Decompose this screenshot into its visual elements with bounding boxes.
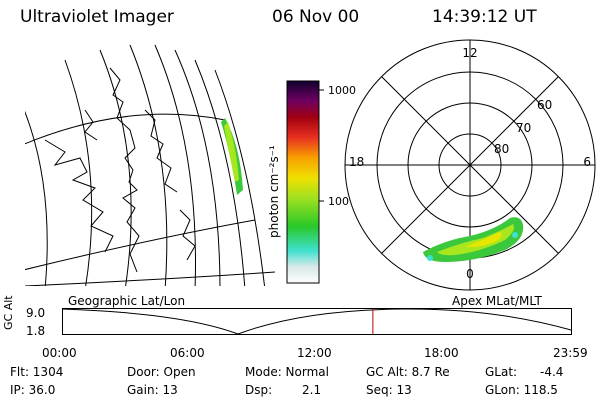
- gain-value: Gain: 13: [127, 383, 178, 397]
- mode-value: Mode: Normal: [245, 365, 329, 379]
- geographic-map: [25, 44, 275, 286]
- glat-value: -4.4: [540, 365, 564, 379]
- altitude-ytick-top: 9.0: [26, 306, 46, 320]
- mlt-label-6: 6: [583, 155, 591, 169]
- altitude-ytick-bottom: 1.8: [26, 324, 46, 338]
- lat-label-70: 70: [516, 121, 531, 135]
- auroral-emission: [423, 217, 524, 262]
- colorbar-tick-1000: 1000: [328, 84, 356, 97]
- gc-altitude: GC Alt: 8.7 Re: [366, 365, 450, 379]
- apex-label: Apex MLat/MLT: [452, 294, 542, 308]
- mlt-label-12: 12: [462, 46, 477, 60]
- door-status: Door: Open: [127, 365, 196, 379]
- altitude-curve: [61, 308, 572, 335]
- dsp-value: 2.1: [302, 383, 322, 397]
- glat-label: GLat:: [485, 365, 518, 379]
- observation-time: 14:39:12 UT: [432, 7, 537, 27]
- sequence-number: Seq: 13: [366, 383, 412, 397]
- flight-number: Flt: 1304: [10, 365, 64, 379]
- mlt-label-0: 0: [466, 267, 474, 281]
- colorbar-tick-100: 100: [328, 195, 349, 208]
- instrument-title: Ultraviolet Imager: [20, 7, 174, 27]
- mlt-label-18: 18: [349, 155, 364, 169]
- xtick-1200: 12:00: [297, 346, 332, 360]
- observation-date: 06 Nov 00: [272, 7, 360, 27]
- lat-label-60: 60: [537, 98, 552, 112]
- polar-plot: 12 18 6 0 60 70 80: [344, 39, 596, 291]
- xtick-0000: 00:00: [42, 346, 77, 360]
- colorbar-unit-label: photon cm⁻²s⁻¹: [267, 145, 281, 238]
- xtick-0600: 06:00: [170, 346, 205, 360]
- dsp-label: Dsp:: [245, 383, 273, 397]
- geographic-label: Geographic Lat/Lon: [68, 294, 186, 308]
- altitude-ylabel: GC Alt: [2, 295, 15, 330]
- ip-value: IP: 36.0: [10, 383, 56, 397]
- lat-label-80: 80: [494, 142, 509, 156]
- xtick-1800: 18:00: [424, 346, 459, 360]
- colorbar: 1000 100 photon cm⁻²s⁻¹: [267, 80, 356, 284]
- xtick-2359: 23:59: [553, 346, 588, 360]
- altitude-plot: [61, 308, 572, 335]
- glon-value: GLon: 118.5: [485, 383, 558, 397]
